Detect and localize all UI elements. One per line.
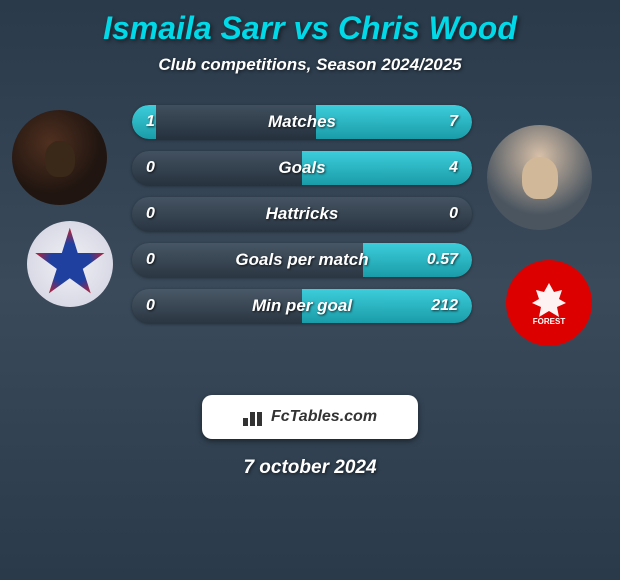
- stat-row-goals: 0 Goals 4: [132, 151, 472, 185]
- player-right-silhouette-icon: [487, 125, 592, 230]
- club-left-crest-icon: [34, 228, 106, 300]
- stat-row-min-per-goal: 0 Min per goal 212: [132, 289, 472, 323]
- stat-label: Goals: [278, 158, 325, 178]
- stat-row-matches: 1 Matches 7: [132, 105, 472, 139]
- page-title: Ismaila Sarr vs Chris Wood: [0, 10, 620, 47]
- stat-row-goals-per-match: 0 Goals per match 0.57: [132, 243, 472, 277]
- stat-fill-right: [302, 151, 472, 185]
- date-text: 7 october 2024: [0, 457, 620, 479]
- stat-value-right: 4: [449, 159, 458, 177]
- stat-label: Min per goal: [252, 296, 352, 316]
- stat-value-left: 0: [146, 205, 155, 223]
- stat-label: Goals per match: [235, 250, 368, 270]
- stat-value-left: 0: [146, 251, 155, 269]
- stat-label: Hattricks: [266, 204, 339, 224]
- svg-text:FOREST: FOREST: [533, 317, 566, 326]
- stats-area: 1 Matches 7 0 Goals 4 0 Hattricks 0: [132, 105, 472, 335]
- stat-label: Matches: [268, 112, 336, 132]
- stat-value-left: 0: [146, 297, 155, 315]
- main-content: FOREST 1 Matches 7 0 Goals 4: [0, 100, 620, 380]
- source-badge: FcTables.com: [202, 395, 418, 439]
- stat-value-left: 1: [146, 113, 155, 131]
- badge-text: FcTables.com: [271, 408, 377, 426]
- bars-icon: [243, 408, 265, 426]
- comparison-card: Ismaila Sarr vs Chris Wood Club competit…: [0, 0, 620, 479]
- player-left-avatar: [12, 110, 107, 205]
- stat-row-hattricks: 0 Hattricks 0: [132, 197, 472, 231]
- stat-value-right: 0: [449, 205, 458, 223]
- player-left-silhouette-icon: [12, 110, 107, 205]
- subtitle: Club competitions, Season 2024/2025: [0, 55, 620, 75]
- club-right-badge: FOREST: [506, 260, 592, 346]
- stat-value-right: 7: [449, 113, 458, 131]
- stat-value-left: 0: [146, 159, 155, 177]
- stat-value-right: 0.57: [427, 251, 458, 269]
- club-left-badge: [27, 221, 113, 307]
- stat-value-right: 212: [431, 297, 458, 315]
- club-right-crest-icon: FOREST: [524, 277, 574, 330]
- player-right-avatar: [487, 125, 592, 230]
